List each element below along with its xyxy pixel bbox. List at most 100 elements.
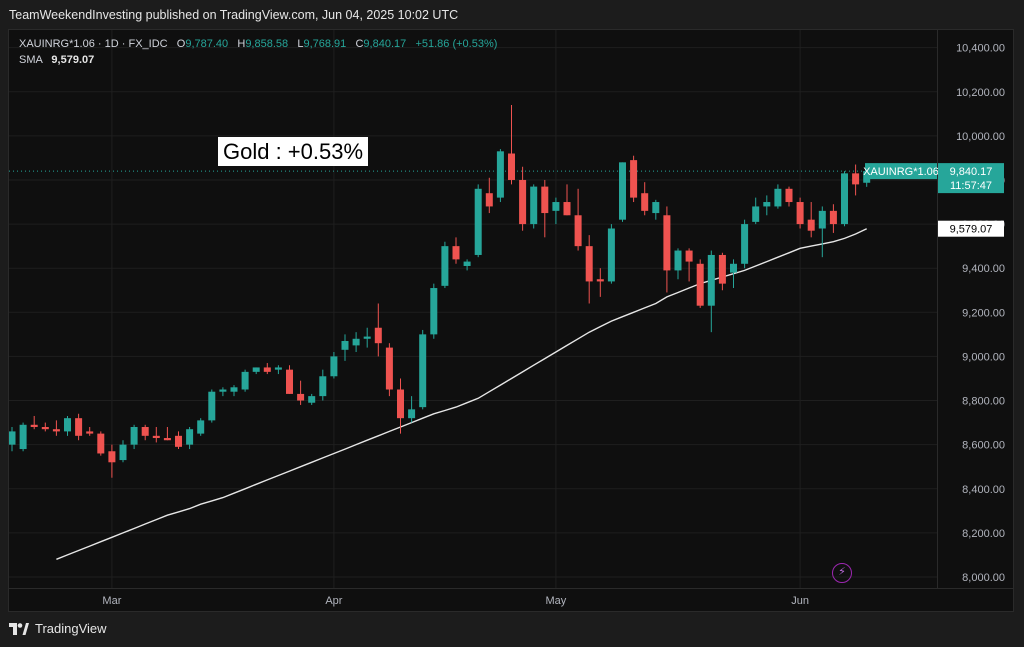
y-tick-label: 8,000.00 — [962, 572, 1005, 584]
candle-down — [175, 435, 182, 447]
candle-down — [519, 179, 527, 225]
legend-change: +51.86 (+0.53%) — [415, 38, 498, 50]
candle-down — [785, 188, 793, 203]
x-tick-label: May — [546, 595, 567, 607]
x-tick-label: Apr — [325, 595, 342, 607]
y-tick-label: 9,400.00 — [962, 263, 1005, 275]
candlestick-chart[interactable]: 8,000.00 8,200.00 8,400.00 8,600.00 8,800.00… — [9, 30, 1013, 611]
candle-up — [319, 376, 327, 397]
candle-down — [641, 193, 649, 211]
legend-low: 9,768.91 — [303, 38, 347, 50]
candle-up — [707, 254, 715, 306]
candle-down — [75, 418, 83, 436]
sma-line — [56, 228, 868, 560]
candle-up — [841, 173, 848, 225]
footer-brand[interactable]: TradingView — [9, 621, 107, 636]
chart-legend: XAUINRG*1.06 · 1D · FX_IDC O9,787.40 H9,… — [19, 38, 498, 66]
candle-up — [441, 246, 449, 286]
x-tick-label: Mar — [102, 595, 121, 607]
countdown-tag: 11:57:47 — [950, 180, 992, 192]
candle-down — [685, 250, 693, 262]
candle-down — [718, 254, 726, 284]
candle-up — [741, 224, 749, 264]
candle-down — [141, 426, 149, 436]
last-price-tag: 9,840.17 — [950, 166, 993, 178]
legend-open: 9,787.40 — [185, 38, 229, 50]
candle-up — [119, 444, 127, 461]
candle-down — [452, 246, 460, 260]
candle-down — [297, 393, 305, 401]
candle-down — [541, 186, 549, 214]
candle-down — [385, 347, 393, 390]
y-tick-label: 8,600.00 — [962, 440, 1005, 452]
legend-close-label: C — [355, 38, 364, 50]
legend-high-label: H — [237, 38, 246, 50]
candle-down — [485, 193, 493, 207]
published-header: TeamWeekendInvesting published on Tradin… — [9, 8, 459, 22]
candle-up — [774, 188, 782, 207]
gold-change-annotation[interactable]: Gold : +0.53% — [218, 137, 369, 166]
legend-sma-value: 9,579.07 — [51, 54, 95, 66]
legend-low-label: L — [297, 38, 304, 50]
y-tick-label: 10,400.00 — [956, 43, 1005, 55]
candle-up — [363, 336, 371, 339]
candle-up — [652, 202, 660, 214]
candle-down — [108, 451, 116, 463]
legend-sma-label[interactable]: SMA — [19, 54, 43, 66]
candle-up — [430, 288, 438, 335]
candle-up — [186, 429, 194, 445]
candle-up — [474, 188, 482, 255]
candle-up — [352, 338, 360, 346]
x-tick-label: Jun — [791, 595, 809, 607]
candle-up — [763, 202, 771, 207]
y-tick-label: 8,200.00 — [962, 528, 1005, 540]
candle-down — [796, 202, 804, 225]
candle-down — [30, 424, 38, 427]
legend-open-label: O — [176, 38, 186, 50]
legend-symbol[interactable]: XAUINRG*1.06 — [19, 38, 95, 50]
candle-up — [308, 396, 316, 403]
candle-up — [64, 418, 71, 432]
legend-high: 9,858.58 — [245, 38, 289, 50]
candle-down — [696, 263, 704, 306]
legend-close: 9,840.17 — [363, 38, 407, 50]
candle-up — [752, 206, 760, 222]
legend-interval[interactable]: 1D — [104, 38, 119, 50]
candle-down — [374, 327, 382, 344]
candle-up — [241, 371, 249, 390]
candle-up — [818, 210, 826, 229]
candle-up — [252, 367, 260, 372]
candle-up — [419, 334, 427, 408]
candle-up — [219, 389, 227, 392]
candle-up — [130, 426, 138, 445]
candle-down — [508, 153, 515, 180]
candle-down — [52, 429, 60, 432]
legend-exchange: FX_IDC — [128, 38, 168, 50]
candle-down — [829, 210, 837, 225]
candle-down — [152, 435, 160, 439]
symbol-tag: XAUINRG*1.06 — [863, 166, 939, 178]
candle-down — [585, 246, 593, 282]
candle-up — [619, 162, 626, 220]
candle-up — [730, 263, 737, 273]
candle-down — [663, 215, 671, 271]
candle-down — [807, 219, 815, 231]
lightning-icon[interactable]: ⚡ — [832, 563, 852, 583]
candle-up — [530, 186, 538, 225]
candle-up — [552, 202, 560, 211]
y-tick-label: 9,000.00 — [962, 351, 1005, 363]
candle-down — [286, 369, 293, 394]
candle-up — [330, 356, 338, 377]
sma-tag: 9,579.07 — [950, 224, 993, 236]
y-tick-label: 8,400.00 — [962, 484, 1005, 496]
candle-down — [852, 173, 860, 185]
last-price-tag-bg — [938, 163, 1004, 194]
tradingview-brand-text: TradingView — [35, 621, 107, 636]
candle-down — [163, 438, 171, 441]
candle-down — [86, 431, 94, 434]
candle-down — [563, 202, 571, 216]
candle-down — [397, 389, 404, 419]
candle-down — [41, 426, 49, 430]
chart-panel[interactable]: 8,000.00 8,200.00 8,400.00 8,600.00 8,800.00… — [8, 29, 1014, 612]
